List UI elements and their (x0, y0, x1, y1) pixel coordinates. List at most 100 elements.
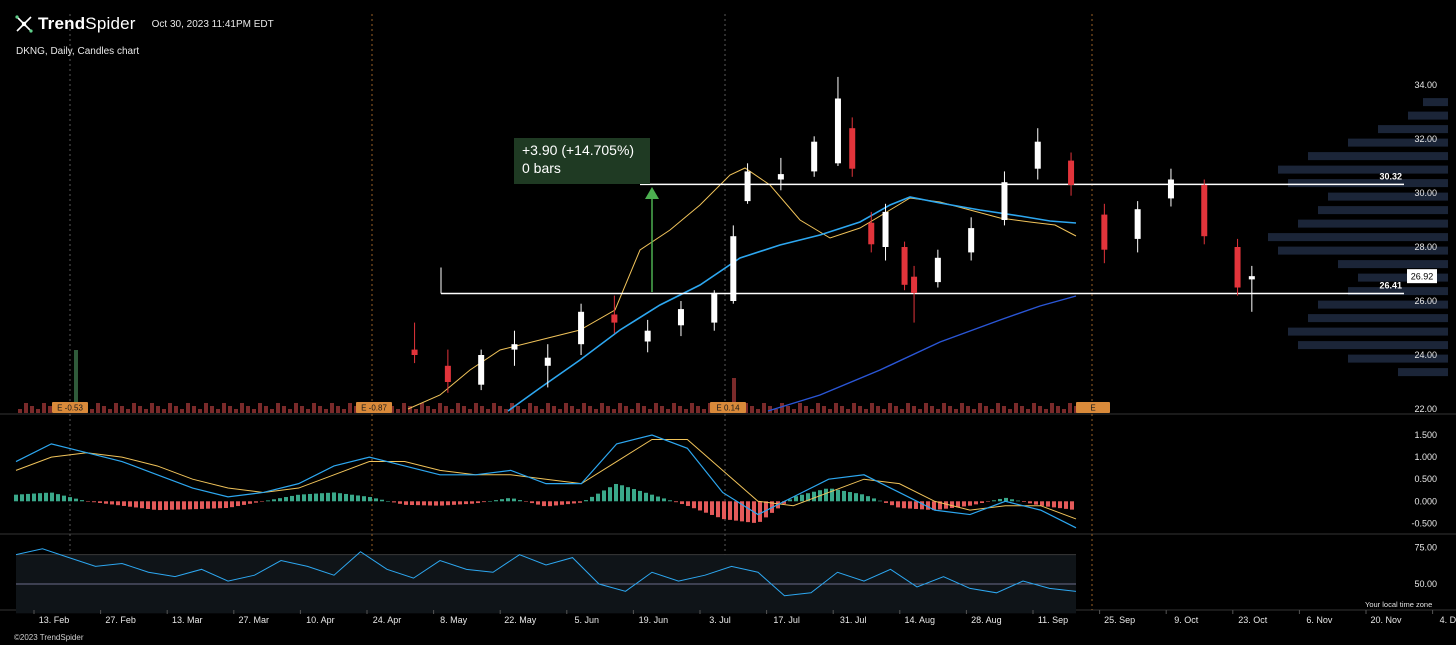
price-tick-label: 28.00 (1414, 242, 1437, 252)
volume-bar (204, 403, 208, 413)
macd-histogram-bar (812, 491, 816, 502)
profile-bar (1348, 354, 1448, 363)
volume-bar (138, 406, 142, 413)
macd-histogram-bar (878, 500, 882, 502)
volume-bar (1014, 403, 1018, 413)
volume-bar (1050, 403, 1054, 413)
date-tick-label: 3. Jul (709, 615, 731, 625)
macd-histogram-bar (152, 501, 156, 510)
volume-bar (462, 406, 466, 413)
volume-bar (318, 406, 322, 413)
profile-bar (1298, 219, 1448, 228)
volume-bar (486, 409, 490, 413)
macd-histogram-bar (470, 501, 474, 504)
candle-body (868, 222, 875, 245)
volume-bar (678, 406, 682, 413)
macd-histogram-bar (338, 493, 342, 502)
volume-bar (966, 406, 970, 413)
volume-bar (996, 403, 1000, 413)
macd-histogram-bar (602, 490, 606, 502)
candle-body (411, 349, 418, 355)
volume-bar (192, 406, 196, 413)
measure-arrow[interactable] (645, 187, 659, 292)
macd-histogram-bar (866, 496, 870, 502)
macd-histogram-bar (80, 500, 84, 502)
price-tick-label: 24.00 (1414, 350, 1437, 360)
macd-histogram-bar (704, 501, 708, 513)
macd-histogram-bar (350, 494, 354, 502)
volume-bar (786, 406, 790, 413)
volume-bar (456, 403, 460, 413)
volume-bar (864, 409, 868, 413)
volume-bar (156, 406, 160, 413)
candle-body (1201, 184, 1208, 237)
macd-histogram-bar (782, 501, 786, 504)
volume-bar (660, 406, 664, 413)
date-tick-label: 22. May (504, 615, 537, 625)
volume-bar (984, 406, 988, 413)
macd-histogram-bar (968, 501, 972, 506)
macd-histogram-bar (170, 501, 174, 510)
macd-histogram-bar (38, 493, 42, 502)
macd-histogram-bar (212, 501, 216, 509)
earnings-markers[interactable]: E -0.53 E -0.87 E 0.14 E (52, 402, 1110, 413)
volume-bar (690, 403, 694, 413)
volume-bar (948, 406, 952, 413)
volume-bar (474, 403, 478, 413)
macd-histogram-bar (674, 501, 678, 503)
candlesticks[interactable] (411, 76, 1255, 393)
measure-arrow-head (645, 187, 659, 199)
macd-histogram-bar (668, 500, 672, 502)
candle-body (1248, 276, 1255, 280)
macd-histogram-bar (836, 489, 840, 502)
volume-bar (588, 406, 592, 413)
volume-bar (822, 406, 826, 413)
macd-histogram-bar (890, 501, 894, 506)
macd-histogram-bar (164, 501, 168, 510)
macd-histogram-bar (326, 492, 330, 502)
macd-histogram-bar (1004, 497, 1008, 502)
earnings-label: E -0.87 (361, 404, 387, 413)
candle-body (677, 309, 684, 326)
volume-bar (684, 409, 688, 413)
volume-bar (900, 409, 904, 413)
macd-histogram-bar (536, 501, 540, 505)
price-levels[interactable]: 30.32 26.41 (440, 171, 1404, 295)
macd-histogram-bar (512, 498, 516, 502)
macd-histogram-bar (62, 495, 66, 502)
volume-bar (264, 406, 268, 413)
measure-annotation[interactable]: +3.90 (+14.705%) 0 bars (514, 138, 650, 184)
profile-bar (1308, 314, 1448, 323)
macd-histogram-bar (278, 498, 282, 502)
date-tick-label: 9. Oct (1174, 615, 1199, 625)
price-tick-label: 26.00 (1414, 296, 1437, 306)
volume-bar (624, 406, 628, 413)
rsi-line (15, 548, 1077, 597)
macd-histogram-bar (224, 501, 228, 508)
chart-subtitle: DKNG, Daily, Candles chart (16, 46, 140, 57)
macd-histogram-bar (884, 501, 888, 503)
volume-bar (780, 403, 784, 413)
macd-histogram-bar (554, 501, 558, 506)
macd-histogram-bar (986, 501, 990, 502)
macd-histogram-bar (122, 501, 126, 506)
volume-bar (324, 409, 328, 413)
volume-bar (1068, 403, 1072, 413)
macd-histogram-bar (302, 494, 306, 502)
macd-histogram-bar (692, 501, 696, 509)
annotation-change: +3.90 (+14.705%) (522, 142, 635, 158)
volume-bar (270, 409, 274, 413)
date-tick-label: 28. Aug (971, 615, 1002, 625)
macd-histogram-bar (428, 501, 432, 506)
volume-bar (420, 403, 424, 413)
moving-averages (407, 167, 1077, 412)
profile-bar (1268, 233, 1448, 242)
macd-histogram-bar (344, 493, 348, 502)
chart-header: TrendSpider Oct 30, 2023 11:41PM EDT (14, 14, 274, 34)
macd-histogram-bar (416, 501, 420, 506)
profile-bar (1423, 98, 1448, 107)
macd-histogram-bar (440, 501, 444, 506)
volume-bar (954, 409, 958, 413)
